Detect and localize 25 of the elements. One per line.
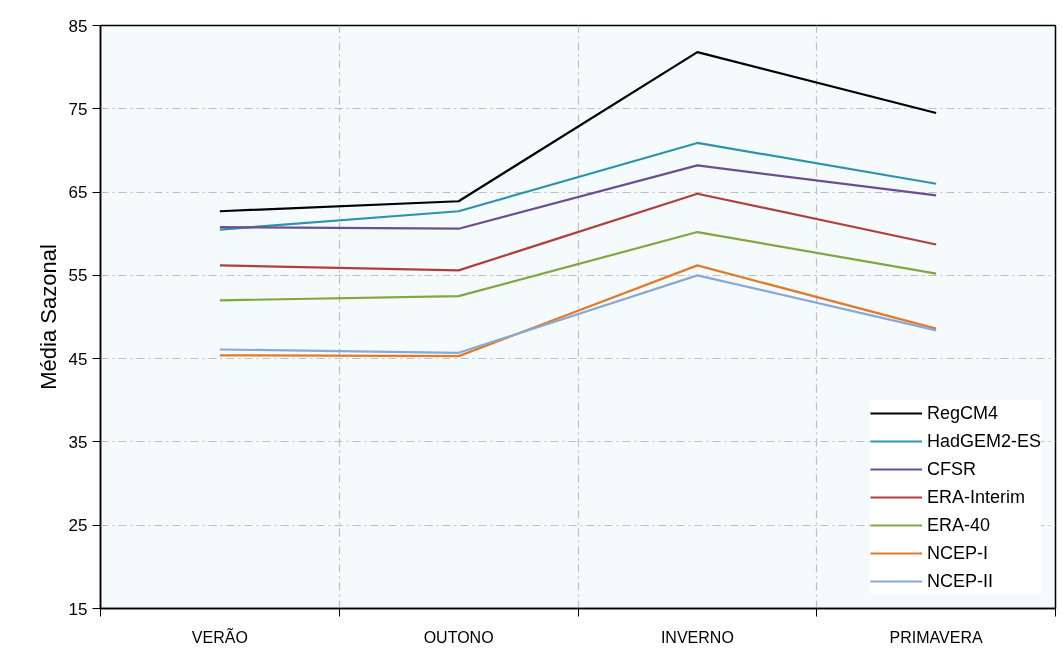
line-series (218, 230, 938, 302)
legend-label: CFSR (926, 457, 976, 481)
y-tick-label: 35 (68, 432, 88, 452)
y-tick-label: 25 (68, 516, 88, 536)
legend-label: RegCM4 (926, 401, 998, 425)
y-tick-label: 65 (68, 183, 88, 203)
y-tick-label: 85 (68, 16, 88, 36)
y-tick-label: 75 (68, 99, 88, 119)
y-tick-label: 55 (68, 266, 88, 286)
line-series (218, 51, 938, 213)
y-tick-label: 15 (68, 599, 88, 619)
line-series (218, 164, 938, 230)
legend-label: NCEP-I (926, 541, 988, 565)
x-tick-label: VERÃO (191, 626, 248, 646)
x-tick-label: PRIMAVERA (889, 628, 983, 646)
legend-label: HadGEM2-ES (926, 429, 1041, 453)
legend-label: ERA-40 (926, 513, 990, 537)
legend-label: ERA-Interim (926, 485, 1025, 509)
legend-label: NCEP-II (926, 569, 993, 593)
x-tick-label: OUTONO (423, 628, 494, 646)
line-series (218, 141, 938, 231)
y-axis-title: Média Sazonal (35, 244, 61, 390)
line-series (218, 192, 938, 272)
x-tick-label: INVERNO (660, 628, 734, 646)
y-tick-label: 45 (68, 349, 88, 369)
